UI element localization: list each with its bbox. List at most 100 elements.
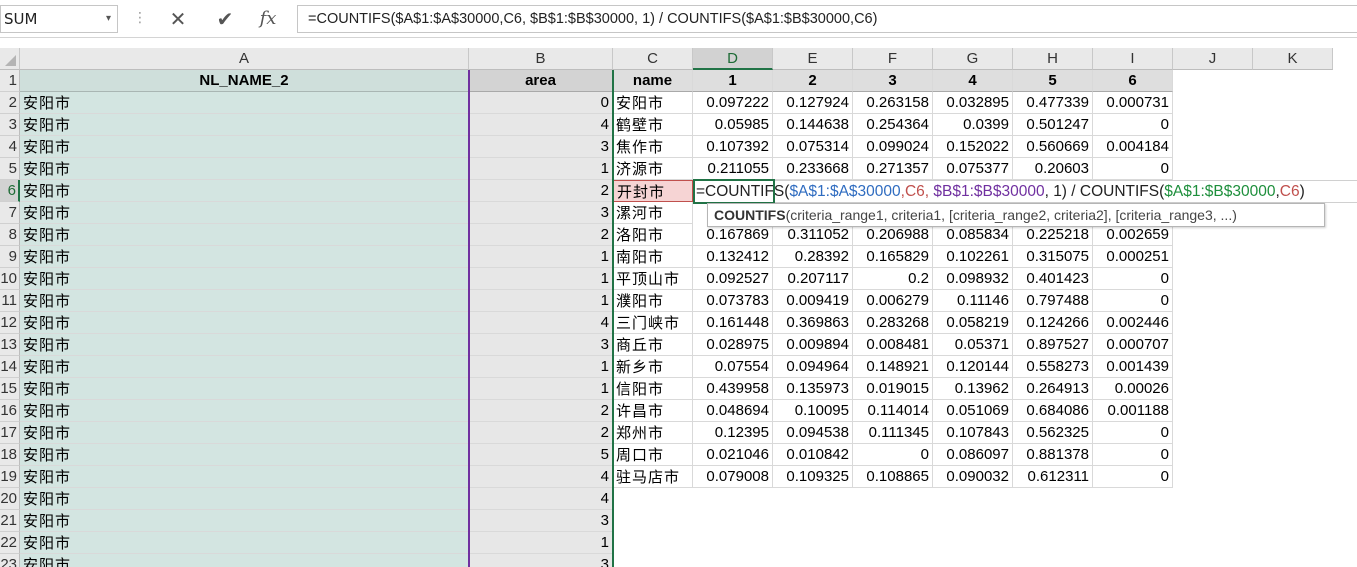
cell-g16[interactable]: 0.051069 [933, 400, 1013, 422]
row-header-9[interactable]: 9 [0, 246, 20, 268]
cell-h19[interactable]: 0.612311 [1013, 466, 1093, 488]
cancel-icon[interactable]: ✕ [169, 7, 187, 31]
cell-e2[interactable]: 0.127924 [773, 92, 853, 114]
cell-i17[interactable]: 0 [1093, 422, 1173, 444]
cell-c2[interactable]: 安阳市 [613, 92, 693, 114]
cell-h10[interactable]: 0.401423 [1013, 268, 1093, 290]
row-header-1[interactable]: 1 [0, 70, 20, 92]
cell-D6-editor[interactable]: =COUNTIFS($A$1:$A$30000,C6, $B$1:$B$3000… [693, 180, 1357, 203]
cell-b13[interactable]: 3 [469, 334, 613, 356]
cell-a9[interactable]: 安阳市 [20, 246, 469, 268]
cell-e16[interactable]: 0.10095 [773, 400, 853, 422]
cell-c11[interactable]: 濮阳市 [613, 290, 693, 312]
cell-c12[interactable]: 三门峡市 [613, 312, 693, 334]
cell-b21[interactable]: 3 [469, 510, 613, 532]
cell-c9[interactable]: 南阳市 [613, 246, 693, 268]
cell-d13[interactable]: 0.028975 [693, 334, 773, 356]
cell-i2[interactable]: 0.000731 [1093, 92, 1173, 114]
row-header-17[interactable]: 17 [0, 422, 20, 444]
cell-a19[interactable]: 安阳市 [20, 466, 469, 488]
cell-e14[interactable]: 0.094964 [773, 356, 853, 378]
column-header-h[interactable]: H [1013, 48, 1093, 70]
header-cell-c[interactable]: name [613, 70, 693, 92]
cell-a17[interactable]: 安阳市 [20, 422, 469, 444]
cell-a13[interactable]: 安阳市 [20, 334, 469, 356]
cell-b4[interactable]: 3 [469, 136, 613, 158]
cell-c7[interactable]: 漯河市 [613, 202, 693, 224]
cell-e17[interactable]: 0.094538 [773, 422, 853, 444]
cell-i13[interactable]: 0.000707 [1093, 334, 1173, 356]
cell-f13[interactable]: 0.008481 [853, 334, 933, 356]
cell-g12[interactable]: 0.058219 [933, 312, 1013, 334]
cell-f12[interactable]: 0.283268 [853, 312, 933, 334]
cell-a12[interactable]: 安阳市 [20, 312, 469, 334]
formula-input[interactable]: =COUNTIFS($A$1:$A$30000,C6, $B$1:$B$3000… [297, 5, 1357, 33]
cell-i18[interactable]: 0 [1093, 444, 1173, 466]
cell-f17[interactable]: 0.111345 [853, 422, 933, 444]
cell-c18[interactable]: 周口市 [613, 444, 693, 466]
cell-f16[interactable]: 0.114014 [853, 400, 933, 422]
row-header-16[interactable]: 16 [0, 400, 20, 422]
cell-g2[interactable]: 0.032895 [933, 92, 1013, 114]
cell-e15[interactable]: 0.135973 [773, 378, 853, 400]
cell-b8[interactable]: 2 [469, 224, 613, 246]
row-header-13[interactable]: 13 [0, 334, 20, 356]
cell-b5[interactable]: 1 [469, 158, 613, 180]
row-header-7[interactable]: 7 [0, 202, 20, 224]
cell-f8[interactable]: 0.206988 [853, 224, 933, 246]
row-header-2[interactable]: 2 [0, 92, 20, 114]
cell-a3[interactable]: 安阳市 [20, 114, 469, 136]
cell-g13[interactable]: 0.05371 [933, 334, 1013, 356]
cell-b18[interactable]: 5 [469, 444, 613, 466]
row-header-4[interactable]: 4 [0, 136, 20, 158]
cell-g4[interactable]: 0.152022 [933, 136, 1013, 158]
cell-h4[interactable]: 0.560669 [1013, 136, 1093, 158]
cell-i12[interactable]: 0.002446 [1093, 312, 1173, 334]
column-header-g[interactable]: G [933, 48, 1013, 70]
header-cell-d[interactable]: 1 [693, 70, 773, 92]
cell-e12[interactable]: 0.369863 [773, 312, 853, 334]
cell-i19[interactable]: 0 [1093, 466, 1173, 488]
cell-f5[interactable]: 0.271357 [853, 158, 933, 180]
cell-a23[interactable]: 安阳市 [20, 554, 469, 567]
cell-g17[interactable]: 0.107843 [933, 422, 1013, 444]
cell-d14[interactable]: 0.07554 [693, 356, 773, 378]
enter-icon[interactable]: ✔ [216, 7, 234, 31]
header-cell-a[interactable]: NL_NAME_2 [20, 70, 469, 92]
cell-a2[interactable]: 安阳市 [20, 92, 469, 114]
cell-f2[interactable]: 0.263158 [853, 92, 933, 114]
cell-f4[interactable]: 0.099024 [853, 136, 933, 158]
row-header-22[interactable]: 22 [0, 532, 20, 554]
cell-d19[interactable]: 0.079008 [693, 466, 773, 488]
column-header-j[interactable]: J [1173, 48, 1253, 70]
cell-b19[interactable]: 4 [469, 466, 613, 488]
cell-c17[interactable]: 郑州市 [613, 422, 693, 444]
cell-i14[interactable]: 0.001439 [1093, 356, 1173, 378]
cell-h16[interactable]: 0.684086 [1013, 400, 1093, 422]
chevron-down-icon[interactable]: ▾ [105, 13, 111, 24]
cell-c3[interactable]: 鹤壁市 [613, 114, 693, 136]
cell-b22[interactable]: 1 [469, 532, 613, 554]
cell-c15[interactable]: 信阳市 [613, 378, 693, 400]
row-header-21[interactable]: 21 [0, 510, 20, 532]
cell-d5[interactable]: 0.211055 [693, 158, 773, 180]
select-all-button[interactable] [0, 48, 20, 70]
cell-d11[interactable]: 0.073783 [693, 290, 773, 312]
cell-b3[interactable]: 4 [469, 114, 613, 136]
cell-c14[interactable]: 新乡市 [613, 356, 693, 378]
row-header-11[interactable]: 11 [0, 290, 20, 312]
cell-g3[interactable]: 0.0399 [933, 114, 1013, 136]
cell-b6[interactable]: 2 [469, 180, 613, 202]
cell-a22[interactable]: 安阳市 [20, 532, 469, 554]
cell-e3[interactable]: 0.144638 [773, 114, 853, 136]
cell-b20[interactable]: 4 [469, 488, 613, 510]
column-header-a[interactable]: A [20, 48, 469, 70]
cell-d4[interactable]: 0.107392 [693, 136, 773, 158]
row-header-3[interactable]: 3 [0, 114, 20, 136]
cell-b11[interactable]: 1 [469, 290, 613, 312]
cell-a20[interactable]: 安阳市 [20, 488, 469, 510]
cell-b2[interactable]: 0 [469, 92, 613, 114]
row-header-14[interactable]: 14 [0, 356, 20, 378]
cell-i11[interactable]: 0 [1093, 290, 1173, 312]
cell-c4[interactable]: 焦作市 [613, 136, 693, 158]
